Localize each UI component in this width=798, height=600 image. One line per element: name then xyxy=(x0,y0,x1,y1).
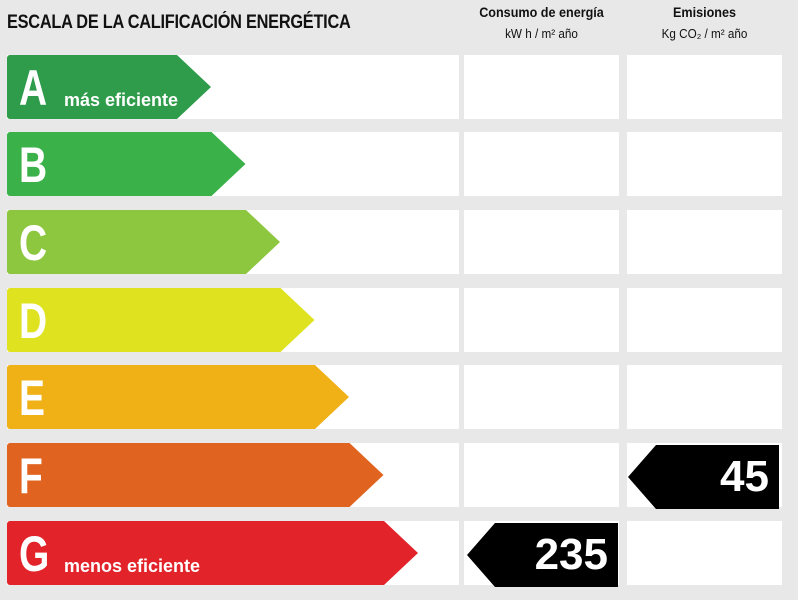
emissions-cell xyxy=(627,55,782,119)
rating-letter: F xyxy=(19,448,43,504)
rating-row-c: C xyxy=(0,210,798,274)
rating-label: menos eficiente xyxy=(64,556,201,576)
rating-row-g: G menos eficiente 235 xyxy=(0,521,798,587)
energy-column-label: Consumo de energía xyxy=(479,4,604,20)
rating-letter: A xyxy=(19,60,48,116)
emissions-cell xyxy=(627,132,782,196)
rating-letter: B xyxy=(19,137,48,193)
rating-label: más eficiente xyxy=(64,90,179,110)
emissions-column-header: Emisiones Kg CO₂ / m² año xyxy=(635,4,775,41)
rating-row-a: A más eficiente xyxy=(0,55,798,119)
energy-cell xyxy=(464,210,619,274)
rating-row-d: D xyxy=(0,288,798,352)
energy-cell xyxy=(464,443,619,507)
emissions-cell xyxy=(627,288,782,352)
rating-letter: G xyxy=(19,526,50,582)
energy-cell xyxy=(464,288,619,352)
rating-arrow: E xyxy=(7,365,349,429)
page-title: ESCALA DE LA CALIFICACIÓN ENERGÉTICA xyxy=(7,12,351,33)
energy-value-indicator: 235 xyxy=(467,523,618,587)
emissions-cell xyxy=(627,521,782,585)
energy-cell xyxy=(464,55,619,119)
emissions-cell xyxy=(627,210,782,274)
rating-arrow: D xyxy=(7,288,315,352)
rating-row-b: B xyxy=(0,132,798,196)
emissions-column-label: Emisiones xyxy=(672,4,737,20)
rating-arrow: C xyxy=(7,210,280,274)
emissions-value-indicator: 45 xyxy=(628,445,779,509)
rating-row-f: F 45 xyxy=(0,443,798,509)
emissions-column-unit: Kg CO₂ / m² año xyxy=(661,26,748,41)
rating-arrow: B xyxy=(7,132,246,196)
watermark: habitadia xyxy=(335,283,450,313)
rating-row-e: E xyxy=(0,365,798,429)
energy-cell xyxy=(464,132,619,196)
rating-letter: D xyxy=(19,293,48,349)
rating-arrow: A más eficiente xyxy=(7,55,211,119)
energy-column-header: Consumo de energía kW h / m² año xyxy=(472,4,612,41)
rating-letter: E xyxy=(19,370,46,426)
emissions-cell xyxy=(627,365,782,429)
energy-cell xyxy=(464,365,619,429)
energy-column-unit: kW h / m² año xyxy=(505,26,578,41)
rating-arrow: F xyxy=(7,443,384,507)
rating-letter: C xyxy=(19,215,48,271)
rating-arrow: G menos eficiente xyxy=(7,521,418,585)
